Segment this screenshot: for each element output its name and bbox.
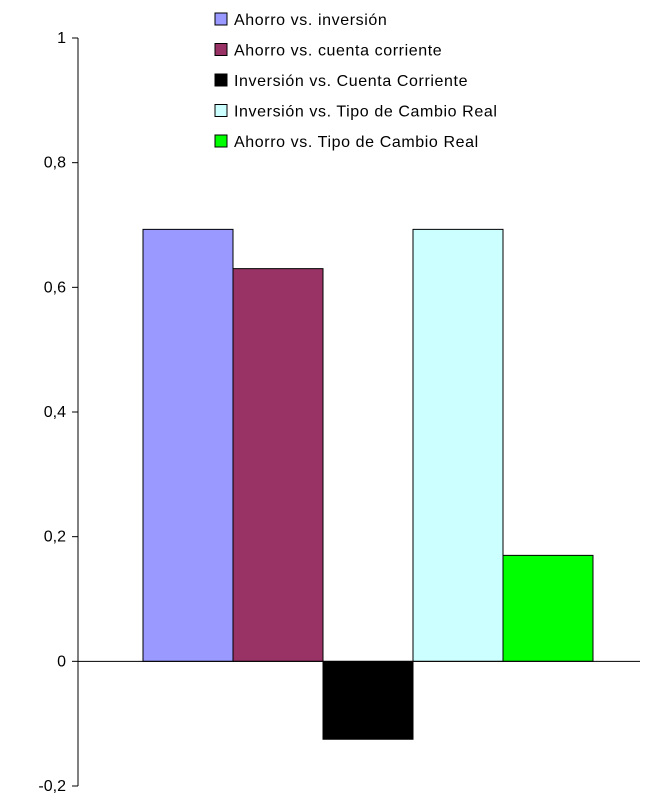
bar-4 <box>412 228 504 662</box>
legend-swatch-1 <box>214 12 228 26</box>
legend-swatch-5 <box>214 134 228 148</box>
y-tick-label: 0,6 <box>44 279 66 296</box>
y-tick-label: 0 <box>57 653 66 670</box>
y-ticks: -0,2 0 0,2 0,4 0,6 0,8 1 <box>38 30 78 795</box>
bar-5 <box>502 554 594 662</box>
y-tick-label: -0,2 <box>38 778 66 795</box>
legend-label-5: Ahorro vs. Tipo de Cambio Real <box>234 134 479 151</box>
bar-2 <box>232 268 324 662</box>
y-tick-label: 0,8 <box>44 155 66 172</box>
y-tick-label: 1 <box>57 30 66 47</box>
legend-swatch-3 <box>214 73 228 87</box>
y-tick-label: 0,4 <box>44 404 66 421</box>
legend-swatch-4 <box>214 104 228 117</box>
legend-label-1: Ahorro vs. inversión <box>234 12 387 29</box>
bars-layer <box>142 228 594 740</box>
legend-label-3: Inversión vs. Cuenta Corriente <box>234 73 468 90</box>
bar-3 <box>322 660 414 740</box>
legend: Ahorro vs. inversión Ahorro vs. cuenta co… <box>214 12 497 151</box>
legend-label-4: Inversión vs. Tipo de Cambio Real <box>234 104 497 121</box>
y-tick-label: 0,2 <box>44 529 66 546</box>
legend-swatch-2 <box>214 43 228 56</box>
legend-label-2: Ahorro vs. cuenta corriente <box>234 43 442 60</box>
bar-1 <box>142 228 234 662</box>
